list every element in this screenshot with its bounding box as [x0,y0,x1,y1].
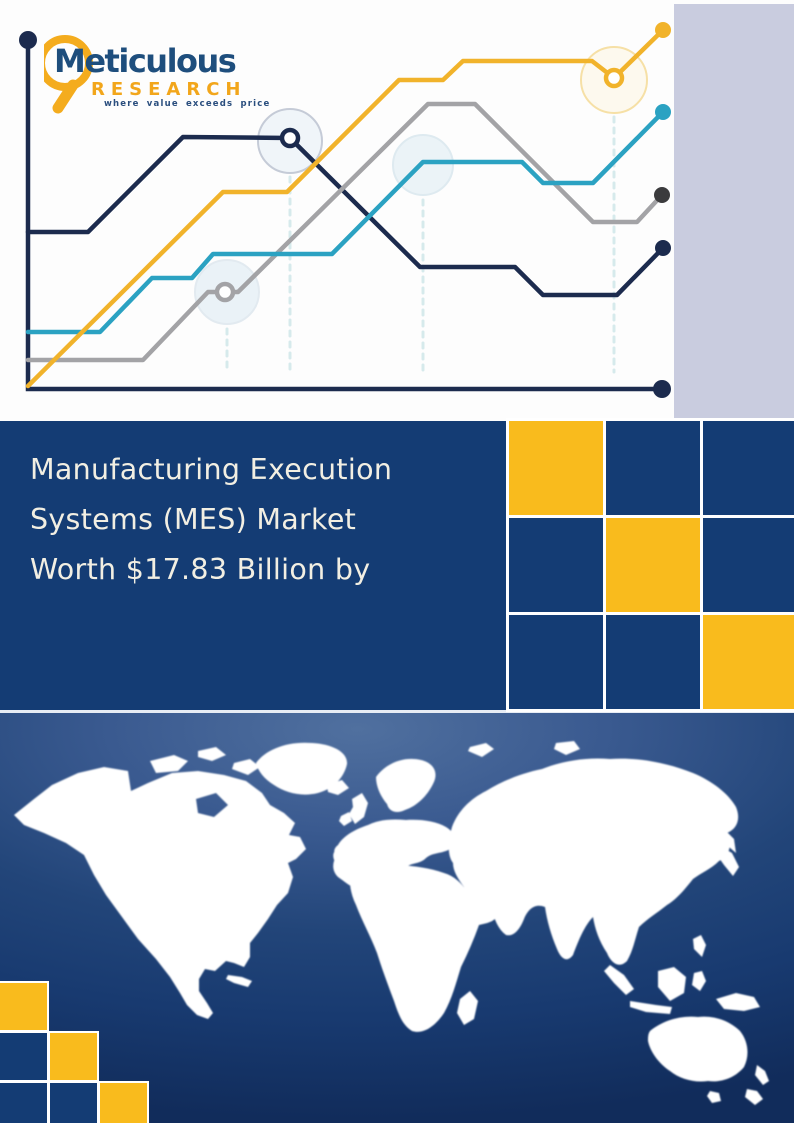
banner-mosaic-tile-navy [700,418,794,518]
corner-step-tile-navy [0,1031,49,1082]
series-line-navy [25,134,666,298]
section-separator [0,710,794,713]
banner-mosaic-tile-yellow [603,515,703,615]
end-dot-teal [655,104,671,120]
logo-name: Meticulous [54,42,237,80]
logo-tagline: where value exceeds price [104,99,271,109]
logo-division: RESEARCH [91,79,247,100]
banner-mosaic-tile-navy [506,612,606,712]
series-line-teal [25,109,666,335]
open-marker-navy [279,127,301,149]
banner-mosaic-tile-yellow [506,418,606,518]
corner-step-tile-navy [48,1081,99,1123]
open-marker-yellow [603,67,625,89]
banner-mosaic-tile-navy [603,418,703,518]
magnifier-icon [44,35,93,114]
corner-step-tile-yellow [0,981,49,1032]
series-line-gray [25,101,665,363]
world-map [14,741,769,1105]
corner-step-tile-yellow [48,1031,99,1082]
meticulous-research-logo: Meticulous RESEARCH where value exceeds … [44,34,274,118]
corner-step-tile-yellow [98,1081,149,1123]
headline-text: Manufacturing Execution Systems (MES) Ma… [30,445,392,595]
end-dot-gray [654,187,670,203]
lavender-side-panel [674,4,794,418]
axis-end-dot [19,31,37,49]
banner-mosaic-tile-navy [506,515,606,615]
headline-line-3: Worth $17.83 Billion by [30,553,371,586]
banner-mosaic-tile-yellow [700,612,794,712]
map-section [0,713,794,1123]
headline-line-1: Manufacturing Execution [30,453,393,486]
axis-end-dot [653,380,671,398]
banner-mosaic-tile-navy [700,515,794,615]
open-marker-gray [214,281,236,303]
banner-mosaic-tile-navy [603,612,703,712]
decorative-line-chart [19,22,671,398]
end-dot-yellow [655,22,671,38]
headline-line-2: Systems (MES) Market [30,503,357,536]
corner-step-tile-navy [0,1081,49,1123]
end-dot-navy [655,240,671,256]
chart-axis [25,40,662,392]
